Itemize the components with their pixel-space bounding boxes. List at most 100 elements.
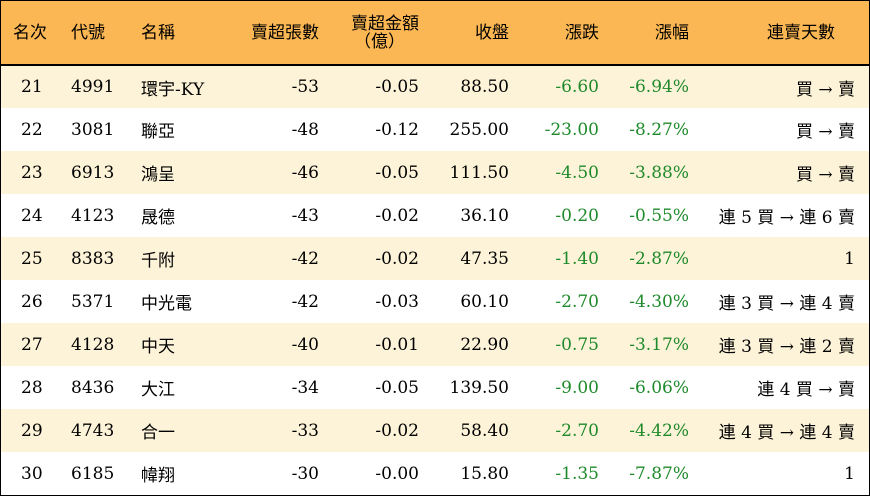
streak-cell: 連 3 買 → 連 4 賣 — [718, 294, 855, 314]
change-pct-cell: -6.06% — [629, 377, 689, 398]
table-row: 27 4128 中天 -40 -0.01 22.90 -0.75 -3.17% … — [1, 323, 869, 366]
header-net-sell-amount-line1: 賣超金額 — [351, 13, 419, 34]
header-change-pct: 漲幅 — [599, 1, 689, 66]
streak-cell: 連 3 買 → 連 2 賣 — [718, 337, 855, 357]
change-cell: -9.00 — [555, 377, 599, 398]
header-change: 漲跌 — [509, 1, 599, 66]
table-row: 26 5371 中光電 -42 -0.03 60.10 -2.70 -4.30%… — [1, 280, 869, 323]
change-cell: -6.60 — [555, 77, 599, 97]
amount-cell: -0.03 — [375, 291, 419, 312]
close-cell: 15.80 — [460, 463, 509, 484]
code-cell: 8383 — [71, 248, 115, 269]
change-cell: -1.40 — [555, 248, 599, 269]
streak-cell: 連 5 買 → 連 6 賣 — [718, 208, 855, 228]
header-rank: 名次 — [1, 1, 67, 66]
name-cell: 幃翔 — [141, 466, 175, 486]
rank-cell: 27 — [21, 334, 43, 355]
header-net-sell-amount: 賣超金額 （億） — [319, 1, 419, 66]
name-cell: 合一 — [141, 423, 175, 443]
rank-cell: 21 — [21, 77, 43, 97]
close-cell: 111.50 — [449, 162, 509, 183]
table-row: 23 6913 鴻呈 -46 -0.05 111.50 -4.50 -3.88%… — [1, 151, 869, 194]
amount-cell: -0.02 — [375, 205, 419, 226]
amount-cell: -0.12 — [375, 119, 419, 140]
change-pct-cell: -2.87% — [629, 248, 689, 269]
code-cell: 6185 — [71, 463, 115, 484]
lots-cell: -43 — [291, 205, 319, 226]
lots-cell: -48 — [291, 119, 319, 140]
close-cell: 60.10 — [460, 291, 509, 312]
close-cell: 47.35 — [460, 248, 509, 269]
close-cell: 22.90 — [460, 334, 509, 355]
amount-cell: -0.05 — [375, 77, 419, 97]
close-cell: 36.10 — [460, 205, 509, 226]
change-cell: -2.70 — [555, 420, 599, 441]
streak-cell: 買 → 賣 — [795, 79, 855, 100]
code-cell: 8436 — [71, 377, 115, 398]
change-cell: -4.50 — [555, 162, 599, 183]
table-row: 25 8383 千附 -42 -0.02 47.35 -1.40 -2.87% … — [1, 237, 869, 280]
table-row: 22 3081 聯亞 -48 -0.12 255.00 -23.00 -8.27… — [1, 108, 869, 151]
change-cell: -2.70 — [555, 291, 599, 312]
change-pct-cell: -7.87% — [629, 463, 689, 484]
name-cell: 大江 — [141, 380, 175, 400]
change-pct-cell: -3.88% — [629, 162, 689, 183]
name-cell: 中天 — [141, 337, 175, 357]
change-pct-cell: -3.17% — [629, 334, 689, 355]
header-name: 名稱 — [137, 1, 233, 66]
streak-cell: 買 → 賣 — [795, 165, 855, 185]
table-row: 28 8436 大江 -34 -0.05 139.50 -9.00 -6.06%… — [1, 366, 869, 409]
name-cell: 聯亞 — [141, 122, 175, 142]
rank-cell: 30 — [21, 463, 43, 484]
code-cell: 4128 — [71, 334, 115, 355]
table-row: 24 4123 晟德 -43 -0.02 36.10 -0.20 -0.55% … — [1, 194, 869, 237]
name-cell: 晟德 — [141, 208, 175, 228]
code-cell: 4743 — [71, 420, 115, 441]
change-cell: -0.75 — [555, 334, 599, 355]
header-net-sell-amount-line2: （億） — [354, 31, 405, 52]
change-pct-cell: -8.27% — [629, 119, 689, 140]
header-code: 代號 — [67, 1, 137, 66]
rank-cell: 23 — [21, 162, 43, 183]
amount-cell: -0.00 — [375, 463, 419, 484]
change-pct-cell: -6.94% — [629, 77, 689, 97]
header-streak: 連賣天數 — [689, 1, 869, 66]
change-cell: -1.35 — [555, 463, 599, 484]
code-cell: 3081 — [71, 119, 115, 140]
code-cell: 4991 — [71, 77, 115, 97]
change-pct-cell: -4.42% — [629, 420, 689, 441]
streak-cell: 1 — [844, 248, 855, 269]
header-net-sell-lots: 賣超張數 — [233, 1, 319, 66]
amount-cell: -0.02 — [375, 420, 419, 441]
change-cell: -23.00 — [544, 119, 599, 140]
change-pct-cell: -4.30% — [629, 291, 689, 312]
rank-cell: 28 — [21, 377, 43, 398]
change-cell: -0.20 — [555, 205, 599, 226]
lots-cell: -46 — [291, 162, 319, 183]
name-cell: 中光電 — [141, 294, 192, 314]
streak-cell: 連 4 買 → 連 4 賣 — [718, 423, 855, 443]
streak-cell: 1 — [844, 463, 855, 484]
table-row: 21 4991 環宇-KY -53 -0.05 88.50 -6.60 -6.9… — [1, 65, 869, 108]
lots-cell: -42 — [291, 248, 319, 269]
rank-cell: 29 — [21, 420, 43, 441]
table-row: 29 4743 合一 -33 -0.02 58.40 -2.70 -4.42% … — [1, 409, 869, 452]
lots-cell: -53 — [291, 77, 319, 97]
lots-cell: -34 — [291, 377, 319, 398]
code-cell: 6913 — [71, 162, 115, 183]
close-cell: 255.00 — [449, 119, 509, 140]
change-pct-cell: -0.55% — [629, 205, 689, 226]
lots-cell: -30 — [291, 463, 319, 484]
code-cell: 5371 — [71, 291, 115, 312]
name-cell: 環宇-KY — [141, 79, 205, 100]
lots-cell: -33 — [291, 420, 319, 441]
close-cell: 139.50 — [449, 377, 509, 398]
rank-cell: 26 — [21, 291, 43, 312]
lots-cell: -42 — [291, 291, 319, 312]
amount-cell: -0.05 — [375, 162, 419, 183]
rank-cell: 22 — [21, 119, 43, 140]
code-cell: 4123 — [71, 205, 115, 226]
close-cell: 88.50 — [460, 77, 509, 97]
